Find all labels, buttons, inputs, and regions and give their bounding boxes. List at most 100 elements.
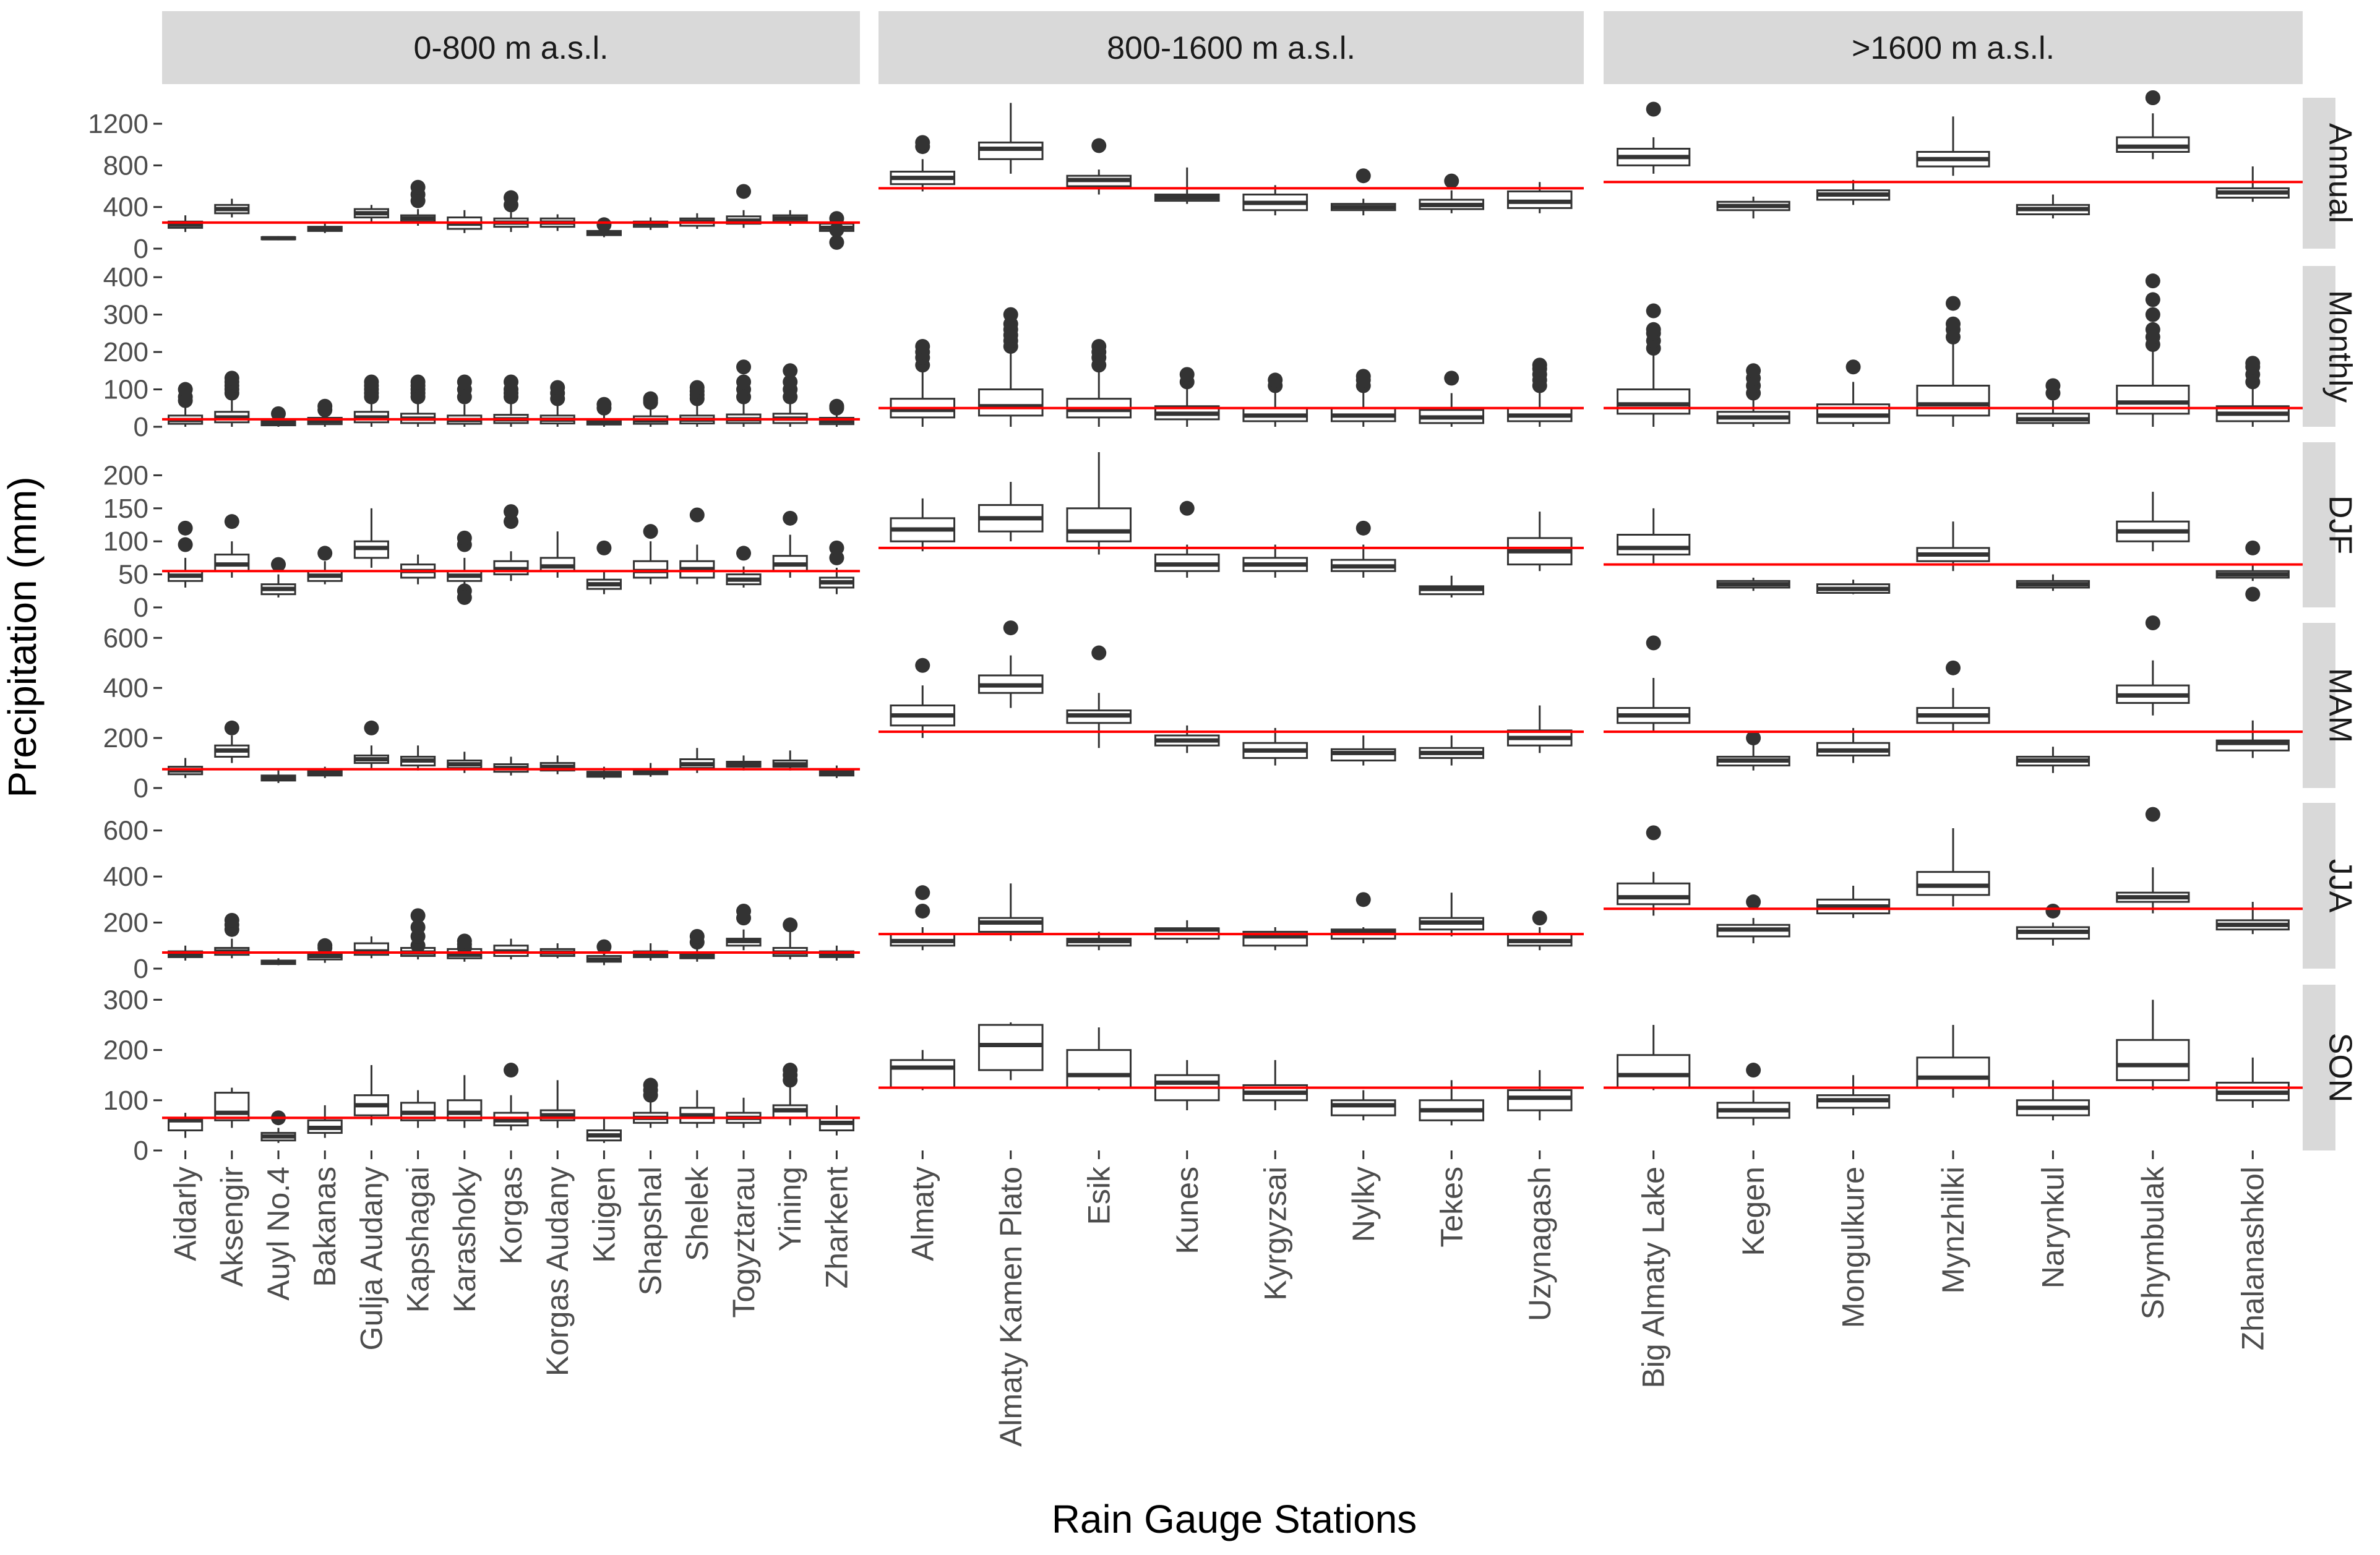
outlier-jja-kapshagai-2 [410, 920, 426, 935]
y-tick-label-djf-4: 200 [103, 460, 148, 490]
strip-son [2303, 985, 2335, 1150]
box-djf-yining [772, 510, 808, 578]
station-label-uzynagash: Uzynagash [1523, 1167, 1557, 1321]
station-label-korgas-audany: Korgas Audany [540, 1167, 575, 1376]
box-mam-korgas-audany [539, 755, 575, 774]
outlier-jja-almaty-1 [915, 885, 930, 901]
outlier-djf-shelek-0 [689, 507, 705, 523]
box-mam-tekes [1419, 735, 1485, 766]
outlier-son-shapshal-2 [643, 1077, 658, 1093]
box-mam-kuigen [586, 766, 622, 779]
outlier-djf-zhalanashkol-0 [2245, 540, 2261, 555]
box-djf-korgas [493, 504, 529, 581]
outlier-jja-shymbulak-0 [2145, 807, 2160, 822]
box-son-karashoky [447, 1075, 483, 1128]
box-mam-kyrgyzsai [1242, 727, 1308, 766]
box-mam-kegen [1716, 730, 1790, 771]
box-monthly-bakanas [307, 398, 343, 427]
iqr-son-aksengir [214, 1092, 250, 1121]
box-mam-korgas [493, 756, 529, 776]
outlier-monthly-uzynagash-4 [1532, 358, 1547, 373]
box-jja-narynkul [2016, 903, 2090, 946]
box-jja-kuigen [586, 939, 622, 966]
outlier-djf-auyl-no-4-0 [271, 557, 286, 572]
y-tick-label-son-0: 0 [134, 1136, 148, 1166]
iqr-jja-big-almaty-lake [1617, 882, 1691, 906]
box-jja-kegen [1716, 894, 1790, 944]
box-annual-kyrgyzsai [1242, 185, 1308, 216]
box-annual-big-almaty-lake [1617, 101, 1691, 174]
outlier-jja-yining-0 [783, 917, 798, 933]
outlier-annual-korgas-1 [504, 190, 518, 205]
outlier-son-korgas-0 [504, 1063, 518, 1078]
box-monthly-kyrgyzsai [1242, 372, 1308, 427]
y-tick-label-mam-1: 200 [103, 723, 148, 753]
box-monthly-zhalanashkol [2215, 356, 2290, 427]
box-monthly-kunes [1154, 367, 1220, 427]
outlier-mam-mynzhilki-0 [1946, 660, 1961, 675]
box-son-kegen [1716, 1063, 1790, 1126]
outlier-monthly-esik-3 [1091, 339, 1107, 354]
box-annual-kegen [1716, 196, 1790, 219]
reference-lines [162, 181, 2303, 1120]
outlier-jja-kegen-0 [1746, 894, 1761, 910]
box-annual-auyl-no-4 [260, 236, 296, 241]
box-son-zhalanashkol [2215, 1057, 2290, 1108]
outlier-monthly-zhalanashkol-3 [2245, 356, 2261, 371]
box-monthly-esik [1066, 339, 1132, 427]
outlier-monthly-yining-3 [783, 363, 798, 379]
outlier-jja-narynkul-0 [2045, 903, 2061, 919]
y-tick-label-djf-1: 50 [118, 560, 148, 590]
station-label-shymbulak: Shymbulak [2136, 1166, 2170, 1319]
y-tick-label-son-3: 300 [103, 985, 148, 1015]
box-djf-kyrgyzsai [1242, 544, 1308, 578]
outlier-jja-kapshagai-3 [410, 908, 426, 923]
box-mam-esik [1066, 645, 1132, 748]
box-djf-shelek [679, 507, 715, 585]
group-label-1: 800-1600 m a.s.l. [1107, 30, 1355, 66]
iqr-son-big-almaty-lake [1617, 1054, 1691, 1089]
outlier-djf-shapshal-0 [643, 524, 658, 539]
row-label-mam: MAM [2322, 668, 2358, 743]
box-djf-big-almaty-lake [1617, 508, 1691, 565]
x-axes: Aidarly Aksengir Auyl No.4 Bakanas Gulja Aud… [168, 1150, 2270, 1447]
box-annual-kunes [1154, 167, 1220, 204]
box-jja-nylky [1330, 892, 1396, 944]
outlier-monthly-shymbulak-3 [2145, 307, 2160, 322]
outlier-monthly-mynzhilki-2 [1946, 316, 1961, 332]
outlier-monthly-mongulkure-0 [1845, 359, 1861, 375]
box-monthly-almaty [890, 339, 956, 427]
outlier-monthly-karashoky-2 [457, 374, 472, 390]
outlier-jja-bakanas-1 [317, 938, 333, 953]
box-annual-narynkul [2016, 194, 2090, 219]
outlier-monthly-shymbulak-4 [2145, 292, 2160, 307]
box-djf-kuigen [586, 540, 622, 594]
iqr-son-esik [1066, 1049, 1132, 1089]
outlier-djf-zhalanashkol-1 [2245, 586, 2261, 602]
box-annual-almaty [890, 135, 956, 192]
outlier-son-kegen-0 [1746, 1063, 1761, 1078]
y-tick-label-jja-2: 400 [103, 862, 148, 892]
group-label-0: 0-800 m a.s.l. [413, 30, 608, 66]
strip-800-1600-m-a-s-l [879, 11, 1584, 84]
iqr-son-almaty [890, 1059, 956, 1089]
box-monthly-shymbulak [2116, 273, 2190, 427]
outlier-monthly-aksengir-4 [224, 371, 239, 386]
box-djf-almaty-kamen-plato [977, 482, 1044, 542]
box-djf-zhalanashkol [2215, 540, 2290, 602]
box-annual-kapshagai [400, 179, 436, 226]
station-label-mynzhilki: Mynzhilki [1936, 1167, 1970, 1294]
box-mam-zhalanashkol [2215, 720, 2290, 758]
row-label-jja: JJA [2322, 859, 2358, 913]
box-monthly-almaty-kamen-plato [977, 307, 1044, 427]
box-annual-aksengir [214, 199, 250, 218]
box-annual-togyztarau [726, 184, 762, 228]
box-son-esik [1066, 1027, 1132, 1090]
box-son-nylky [1330, 1090, 1396, 1121]
box-jja-almaty [890, 885, 956, 951]
y-tick-label-mam-3: 600 [103, 623, 148, 653]
box-son-korgas [493, 1063, 529, 1131]
outlier-djf-kunes-0 [1179, 500, 1195, 516]
box-jja-mynzhilki [1916, 828, 1990, 907]
station-label-kunes: Kunes [1170, 1167, 1205, 1254]
